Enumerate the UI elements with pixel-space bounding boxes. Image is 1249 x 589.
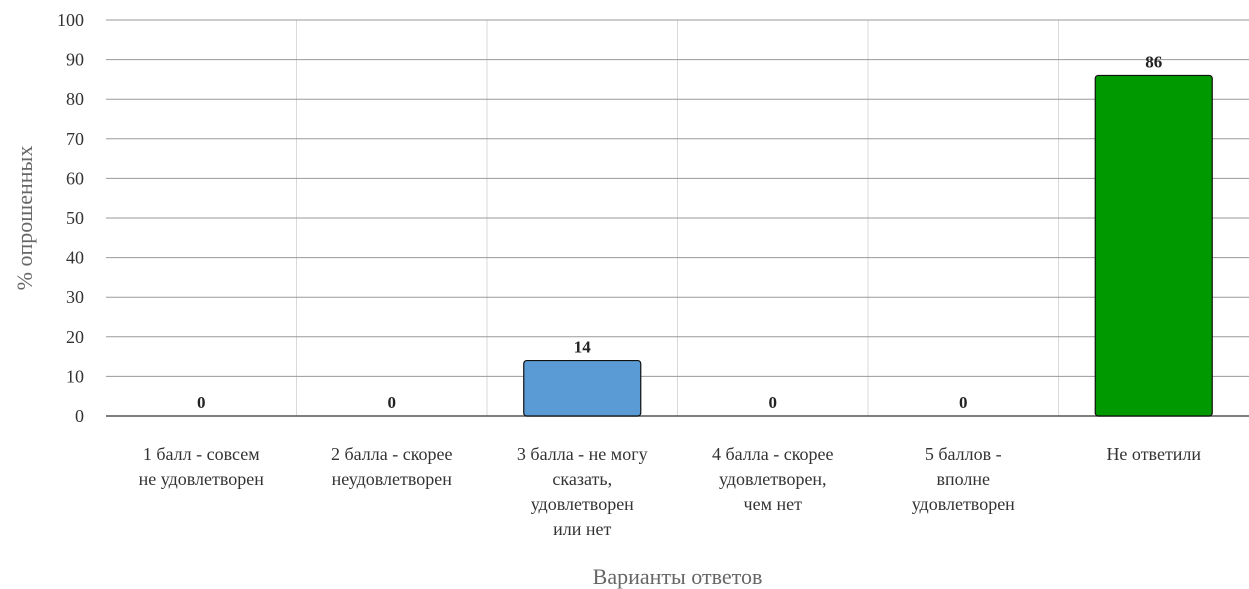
data-label: 0 [769, 393, 778, 412]
data-labels: 0 0 14 0 0 86 [197, 52, 1162, 412]
y-tick-label: 0 [75, 406, 84, 426]
x-tick-label-line: 3 балла - не могу [517, 444, 648, 464]
data-label: 0 [388, 393, 397, 412]
y-tick-label: 70 [66, 129, 84, 149]
y-tick-label: 20 [66, 327, 84, 347]
x-tick-label-line: Не ответили [1106, 444, 1201, 464]
y-axis-ticks: 0 10 20 30 40 50 60 70 80 90 100 [57, 10, 84, 426]
y-tick-label: 90 [66, 50, 84, 70]
x-axis-ticks: 1 балл - совсем не удовлетворен 2 балла - … [139, 444, 1202, 539]
x-tick-label-line: неудовлетворен [332, 469, 453, 489]
x-tick-label: 3 балла - не могу сказать, удовлетворен или… [517, 444, 648, 539]
x-tick-label-line: сказать, [552, 469, 612, 489]
x-tick-label-line: 4 балла - скорее [712, 444, 834, 464]
bars [523, 74, 1213, 417]
x-tick-label-line: удовлетворен [912, 494, 1015, 514]
x-tick-label-line: удовлетворен, [719, 469, 827, 489]
x-tick-label: 1 балл - совсем не удовлетворен [139, 444, 265, 489]
data-label: 86 [1145, 52, 1162, 71]
y-axis-title: % опрошенных [12, 146, 37, 291]
x-tick-label: 2 балла - скорее неудовлетворен [331, 444, 453, 489]
x-tick-label-line: удовлетворен [531, 494, 634, 514]
x-tick-label: 4 балла - скорее удовлетворен, чем нет [712, 444, 834, 514]
y-tick-label: 100 [57, 10, 84, 30]
data-label: 0 [197, 393, 206, 412]
grid [106, 19, 1249, 417]
y-tick-label: 50 [66, 208, 84, 228]
data-label: 0 [959, 393, 968, 412]
x-tick-label: 5 баллов - вполне удовлетворен [912, 444, 1015, 514]
data-label: 14 [574, 338, 592, 357]
bar [1094, 74, 1213, 417]
x-tick-label-line: 2 балла - скорее [331, 444, 453, 464]
y-tick-label: 40 [66, 248, 84, 268]
x-tick-label-line: вполне [937, 469, 991, 489]
x-tick-label-line: чем нет [744, 494, 803, 514]
y-tick-label: 30 [66, 287, 84, 307]
x-tick-label-line: 5 баллов - [925, 444, 1002, 464]
bar [523, 359, 642, 417]
y-tick-label: 10 [66, 366, 84, 386]
x-axis-title: Варианты ответов [593, 564, 763, 589]
y-tick-label: 80 [66, 89, 84, 109]
x-tick-label: Не ответили [1106, 444, 1201, 464]
x-tick-label-line: или нет [553, 519, 611, 539]
x-tick-label-line: 1 балл - совсем [143, 444, 260, 464]
x-tick-label-line: не удовлетворен [139, 469, 265, 489]
y-tick-label: 60 [66, 168, 84, 188]
